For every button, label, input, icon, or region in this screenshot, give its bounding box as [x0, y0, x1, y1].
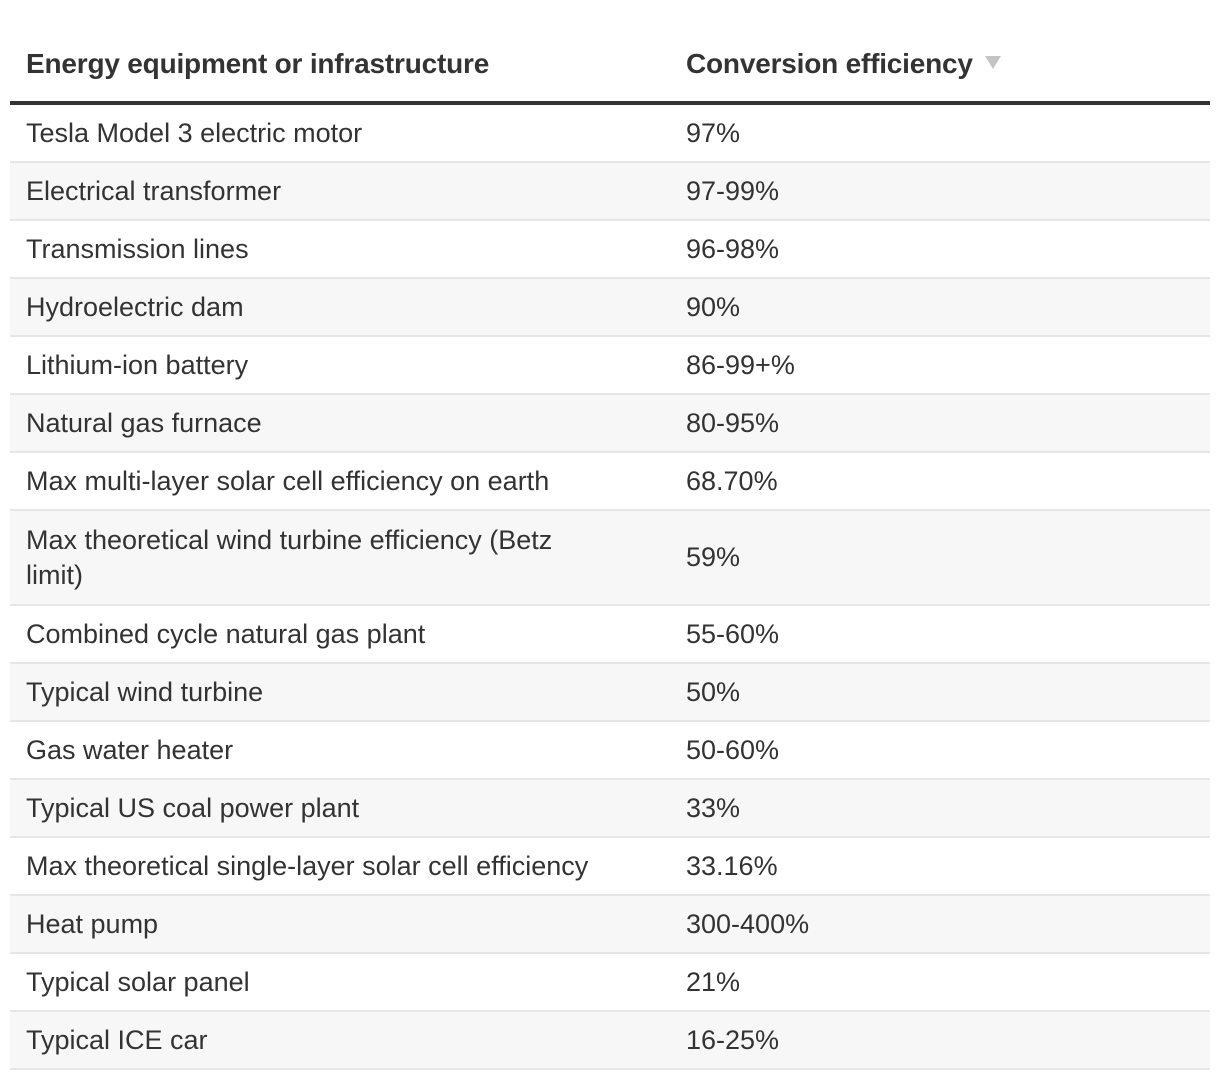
sort-descending-icon[interactable] — [984, 56, 1001, 69]
table-row: Gas water heater 50-60% — [10, 722, 1210, 780]
cell-efficiency: 90% — [686, 291, 741, 322]
table-body: Tesla Model 3 electric motor 97% Electrica… — [10, 105, 1210, 1070]
cell-equipment: Lithium-ion battery — [26, 349, 249, 380]
cell-equipment: Natural gas furnace — [26, 407, 262, 438]
table-row: Typical wind turbine 50% — [10, 664, 1210, 722]
efficiency-table: Energy equipment or infrastructure Conve… — [10, 0, 1210, 1070]
table-row: Max multi-layer solar cell efficiency on… — [10, 453, 1210, 511]
table-row: Lithium-ion battery 86-99+% — [10, 337, 1210, 395]
cell-efficiency: 59% — [686, 542, 741, 572]
cell-equipment: Transmission lines — [26, 233, 249, 264]
cell-equipment: Typical US coal power plant — [26, 792, 360, 823]
table-row: Transmission lines 96-98% — [10, 221, 1210, 279]
cell-equipment: Max theoretical wind turbine efficiency … — [26, 524, 553, 590]
table-row: Typical US coal power plant 33% — [10, 780, 1210, 838]
cell-efficiency: 300-400% — [686, 908, 810, 939]
cell-equipment: Hydroelectric dam — [26, 291, 244, 322]
cell-efficiency: 80-95% — [686, 407, 780, 438]
cell-equipment: Tesla Model 3 electric motor — [26, 117, 363, 148]
cell-efficiency: 50-60% — [686, 734, 780, 765]
table-row: Max theoretical wind turbine efficiency … — [10, 511, 1210, 606]
cell-equipment: Electrical transformer — [26, 175, 282, 206]
cell-efficiency: 33.16% — [686, 850, 778, 881]
cell-equipment: Combined cycle natural gas plant — [26, 618, 426, 649]
table-row: Combined cycle natural gas plant 55-60% — [10, 606, 1210, 664]
table-header: Energy equipment or infrastructure Conve… — [10, 0, 1210, 105]
header-efficiency-label: Conversion efficiency — [686, 48, 973, 79]
cell-efficiency: 16-25% — [686, 1024, 780, 1055]
cell-efficiency: 97% — [686, 117, 741, 148]
cell-efficiency: 86-99+% — [686, 349, 795, 380]
table-row: Tesla Model 3 electric motor 97% — [10, 105, 1210, 163]
cell-equipment: Gas water heater — [26, 734, 234, 765]
cell-efficiency: 50% — [686, 676, 741, 707]
table-row: Typical ICE car 16-25% — [10, 1012, 1210, 1070]
table-row: Electrical transformer 97-99% — [10, 163, 1210, 221]
cell-efficiency: 33% — [686, 792, 741, 823]
cell-efficiency: 55-60% — [686, 618, 780, 649]
table-row: Heat pump 300-400% — [10, 896, 1210, 954]
cell-equipment: Typical ICE car — [26, 1024, 208, 1055]
cell-efficiency: 97-99% — [686, 175, 780, 206]
cell-efficiency: 21% — [686, 966, 741, 997]
table-row: Natural gas furnace 80-95% — [10, 395, 1210, 453]
cell-equipment: Max theoretical single-layer solar cell … — [26, 850, 589, 881]
header-equipment-label: Energy equipment or infrastructure — [26, 48, 490, 79]
header-efficiency[interactable]: Conversion efficiency — [686, 48, 1001, 80]
table-row: Hydroelectric dam 90% — [10, 279, 1210, 337]
cell-efficiency: 68.70% — [686, 465, 778, 496]
cell-equipment: Typical wind turbine — [26, 676, 264, 707]
cell-equipment: Max multi-layer solar cell efficiency on… — [26, 465, 550, 496]
cell-equipment: Typical solar panel — [26, 966, 250, 997]
table-row: Typical solar panel 21% — [10, 954, 1210, 1012]
cell-efficiency: 96-98% — [686, 233, 780, 264]
header-equipment[interactable]: Energy equipment or infrastructure — [26, 48, 489, 80]
table-row: Max theoretical single-layer solar cell … — [10, 838, 1210, 896]
cell-equipment: Heat pump — [26, 908, 159, 939]
